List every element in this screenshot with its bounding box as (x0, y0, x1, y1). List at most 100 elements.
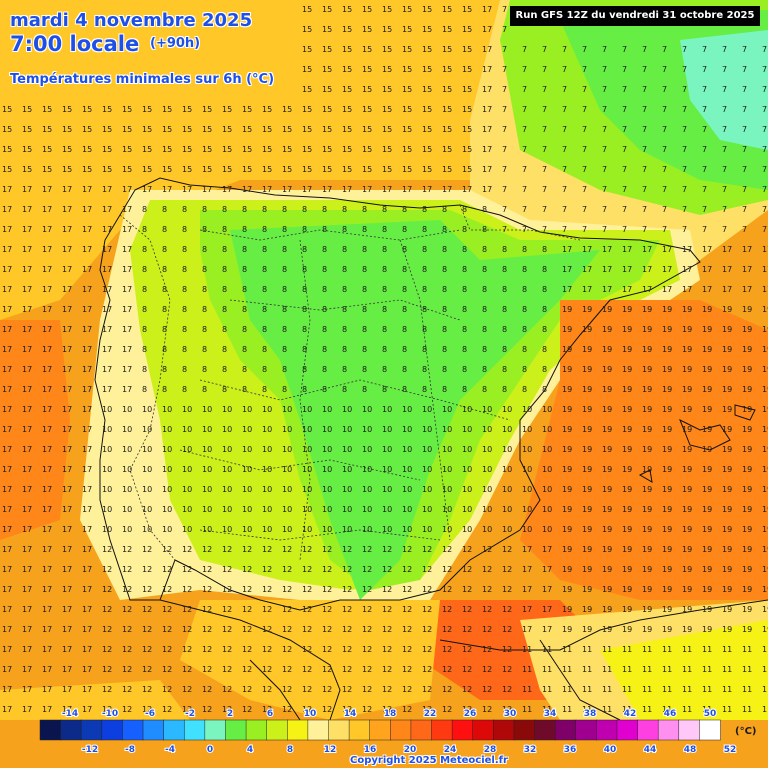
grid-value: 15 (222, 105, 232, 114)
grid-value: 12 (382, 545, 392, 554)
grid-value: 17 (662, 265, 672, 274)
grid-value: 11 (602, 705, 612, 714)
legend-label-lower: 52 (724, 745, 737, 755)
grid-value: 10 (282, 405, 292, 414)
grid-value: 8 (262, 205, 267, 214)
grid-value: 12 (182, 585, 192, 594)
grid-value: 12 (242, 645, 252, 654)
grid-value: 17 (42, 365, 52, 374)
grid-value: 19 (602, 625, 612, 634)
grid-value: 7 (602, 225, 607, 234)
grid-value: 8 (402, 325, 407, 334)
grid-value: 10 (342, 445, 352, 454)
grid-value: 11 (662, 705, 672, 714)
grid-value: 8 (402, 365, 407, 374)
grid-value: 19 (742, 405, 752, 414)
grid-value: 7 (682, 165, 687, 174)
grid-value: 17 (622, 245, 632, 254)
grid-value: 17 (522, 545, 532, 554)
grid-value: 8 (162, 245, 167, 254)
grid-value: 12 (262, 645, 272, 654)
grid-value: 17 (42, 405, 52, 414)
grid-value: 12 (302, 545, 312, 554)
grid-value: 8 (482, 205, 487, 214)
grid-value: 10 (422, 405, 432, 414)
grid-value: 11 (682, 645, 692, 654)
grid-value: 10 (262, 425, 272, 434)
grid-value: 7 (742, 125, 747, 134)
forecast-offset: (+90h) (150, 36, 201, 51)
grid-value: 12 (442, 605, 452, 614)
grid-value: 19 (582, 365, 592, 374)
grid-value: 15 (302, 45, 312, 54)
grid-value: 12 (462, 665, 472, 674)
grid-value: 8 (322, 305, 327, 314)
grid-value: 10 (162, 405, 172, 414)
grid-value: 15 (402, 145, 412, 154)
grid-value: 7 (702, 65, 707, 74)
legend-label-lower: 20 (404, 745, 417, 755)
legend-swatch (287, 719, 309, 741)
grid-value: 10 (122, 465, 132, 474)
grid-value: 8 (462, 205, 467, 214)
grid-value: 7 (722, 45, 727, 54)
grid-value: 7 (502, 85, 507, 94)
grid-value: 10 (442, 445, 452, 454)
grid-value: 12 (322, 705, 332, 714)
grid-value: 10 (262, 465, 272, 474)
grid-value: 11 (702, 665, 712, 674)
grid-value: 8 (182, 325, 187, 334)
grid-value: 15 (442, 125, 452, 134)
grid-value: 15 (402, 85, 412, 94)
grid-value: 17 (82, 485, 92, 494)
grid-value: 10 (202, 405, 212, 414)
grid-value: 17 (22, 185, 32, 194)
grid-value: 19 (602, 605, 612, 614)
coastlines (94, 177, 768, 721)
grid-value: 7 (642, 65, 647, 74)
grid-value: 7 (722, 65, 727, 74)
grid-value: 19 (742, 585, 752, 594)
grid-value: 11 (722, 665, 732, 674)
grid-value: 11 (722, 645, 732, 654)
grid-value: 7 (582, 225, 587, 234)
grid-value: 19 (662, 625, 672, 634)
grid-value: 15 (162, 165, 172, 174)
grid-value: 17 (2, 605, 12, 614)
grid-value: 17 (2, 365, 12, 374)
grid-value: 8 (142, 265, 147, 274)
legend-label-upper: 26 (464, 709, 477, 719)
grid-value: 11 (662, 645, 672, 654)
legend-label-upper: 38 (584, 709, 597, 719)
grid-value: 15 (62, 165, 72, 174)
grid-value: 15 (242, 125, 252, 134)
grid-value: 17 (702, 245, 712, 254)
grid-value: 17 (42, 285, 52, 294)
grid-value: 10 (282, 485, 292, 494)
grid-value: 15 (322, 45, 332, 54)
grid-value: 8 (282, 385, 287, 394)
grid-value: 7 (602, 45, 607, 54)
grid-value: 19 (622, 325, 632, 334)
grid-value: 8 (462, 305, 467, 314)
grid-value: 17 (2, 685, 12, 694)
grid-value: 17 (22, 325, 32, 334)
grid-value: 10 (322, 425, 332, 434)
grid-value: 17 (2, 645, 12, 654)
grid-value: 8 (162, 385, 167, 394)
grid-value: 8 (242, 265, 247, 274)
legend-label-upper: 6 (267, 709, 273, 719)
grid-value: 17 (102, 365, 112, 374)
legend-swatch (183, 719, 206, 741)
grid-value: 12 (462, 585, 472, 594)
grid-value: 7 (582, 125, 587, 134)
grid-value: 8 (502, 265, 507, 274)
grid-value: 7 (622, 125, 627, 134)
grid-value: 19 (702, 345, 712, 354)
grid-value: 8 (482, 385, 487, 394)
legend-label-upper: 14 (344, 709, 357, 719)
grid-value: 10 (222, 405, 232, 414)
grid-value: 17 (22, 425, 32, 434)
grid-value: 17 (2, 525, 12, 534)
grid-value: 12 (422, 685, 432, 694)
